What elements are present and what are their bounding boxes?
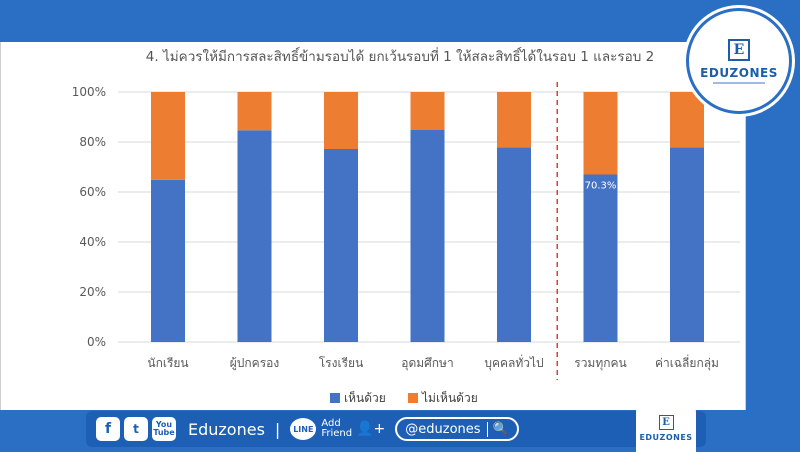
social-bar: f t You Tube Eduzones | LINE Add Friend … xyxy=(86,411,706,447)
twitter-icon[interactable]: t xyxy=(124,417,148,441)
legend-label-disagree: ไม่เห็นด้วย xyxy=(421,390,478,405)
bar-disagree xyxy=(497,92,531,148)
bar-disagree xyxy=(151,92,185,180)
line-icon[interactable]: LINE xyxy=(290,418,317,440)
x-axis-labels: นักเรียน ผู้ปกครอง โรงเรียน อุดมศึกษา บุคคลท… xyxy=(147,354,719,371)
bar-disagree xyxy=(583,92,618,175)
bar-agree xyxy=(324,149,358,342)
y-tick-label: 80% xyxy=(79,135,106,149)
logo-underline xyxy=(713,81,765,84)
logo-small-e-icon: E xyxy=(658,414,674,430)
data-labels: 70.3% xyxy=(585,181,617,192)
logo-wordmark: EDUZONES xyxy=(700,65,778,80)
bar-disagree xyxy=(324,92,358,149)
bar-agree xyxy=(497,147,531,342)
eduzones-logo-circle[interactable]: E EDUZONES xyxy=(686,8,792,114)
youtube-icon-top: You xyxy=(155,420,173,429)
slide-background xyxy=(0,42,746,410)
separator: | xyxy=(274,419,281,439)
x-tick-label: ค่าเฉลี่ยกลุ่ม xyxy=(655,354,719,371)
eduzones-logo-small[interactable]: E EDUZONES xyxy=(636,404,696,452)
y-tick-label: 0% xyxy=(87,335,106,349)
bar-disagree xyxy=(670,92,704,148)
handle-text: @eduzones xyxy=(405,421,481,437)
x-tick-label: นักเรียน xyxy=(147,356,188,370)
x-tick-label: ผู้ปกครอง xyxy=(230,356,279,371)
add-friend-label[interactable]: Add Friend xyxy=(321,419,352,439)
y-tick-label: 20% xyxy=(79,285,106,299)
add-user-icon[interactable]: 👤+ xyxy=(356,421,386,437)
bar-agree xyxy=(583,174,618,342)
bar-agree xyxy=(670,147,704,342)
legend: เห็นด้วย ไม่เห็นด้วย xyxy=(330,390,478,405)
y-tick-label: 60% xyxy=(79,185,106,199)
brand-name: Eduzones xyxy=(188,419,265,439)
bar-agree xyxy=(410,130,445,342)
bar-agree xyxy=(151,179,185,342)
x-tick-label: บุคคลทั่วไป xyxy=(484,354,543,371)
add-friend-line1: Add xyxy=(321,418,341,429)
youtube-icon-bottom: Tube xyxy=(153,428,175,437)
bar-disagree xyxy=(237,92,272,131)
bars xyxy=(151,92,704,342)
bar-agree xyxy=(237,130,272,342)
handle-search-box[interactable]: @eduzones 🔍 xyxy=(395,417,519,441)
x-tick-label: รวมทุกคน xyxy=(574,356,627,371)
youtube-icon[interactable]: You Tube xyxy=(152,417,176,441)
add-friend-line2: Friend xyxy=(321,428,353,439)
logo-small-wordmark: EDUZONES xyxy=(639,432,693,442)
search-icon[interactable]: 🔍 xyxy=(486,421,509,437)
facebook-icon[interactable]: f xyxy=(96,417,120,441)
legend-swatch-agree xyxy=(330,393,340,403)
chart-title: 4. ไม่ควรให้มีการสละสิทธิ์ข้ามรอบได้ ยกเ… xyxy=(146,46,654,65)
x-tick-label: อุดมศึกษา xyxy=(401,356,453,371)
stacked-bar-chart: 4. ไม่ควรให้มีการสละสิทธิ์ข้ามรอบได้ ยกเ… xyxy=(72,46,740,405)
y-axis-ticks: 0% 20% 40% 60% 80% 100% xyxy=(72,85,106,349)
logo-e-icon: E xyxy=(728,38,750,61)
bar-disagree xyxy=(410,92,445,130)
x-tick-label: โรงเรียน xyxy=(319,356,364,370)
y-tick-label: 100% xyxy=(72,85,106,99)
data-label: 70.3% xyxy=(585,181,617,192)
legend-swatch-disagree xyxy=(408,393,418,403)
y-tick-label: 40% xyxy=(79,235,106,249)
legend-label-agree: เห็นด้วย xyxy=(344,390,386,405)
